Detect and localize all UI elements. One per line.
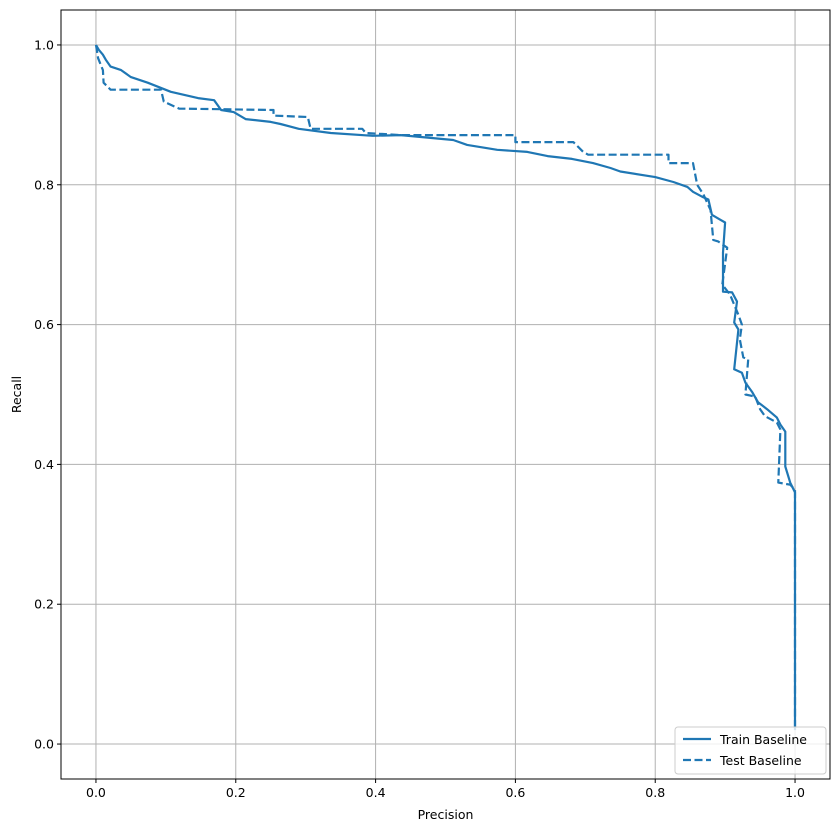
x-tick-label: 0.0 — [86, 785, 106, 800]
x-tick-label: 1.0 — [785, 785, 805, 800]
y-tick-label: 0.6 — [34, 317, 54, 332]
y-tick-label: 1.0 — [34, 37, 54, 52]
x-axis-label: Precision — [418, 807, 474, 822]
legend: Train Baseline Test Baseline — [674, 726, 827, 775]
ticks: 0.0 0.2 0.4 0.6 0.8 1.0 0.0 0.2 0.4 0.6 0.8 1.0 — [34, 37, 805, 800]
x-tick-label: 0.2 — [226, 785, 246, 800]
plot-frame — [60, 9, 831, 780]
series-group — [94, 44, 797, 731]
legend-box — [674, 726, 827, 775]
y-tick-label: 0.0 — [34, 737, 54, 752]
y-tick-label: 0.2 — [34, 597, 54, 612]
y-tick-label: 0.8 — [34, 177, 54, 192]
series-line-test — [94, 44, 797, 730]
legend-label-test: Test Baseline — [719, 753, 802, 768]
x-tick-label: 0.8 — [645, 785, 665, 800]
series-line-train — [95, 44, 797, 731]
y-tick-label: 0.4 — [34, 457, 54, 472]
legend-label-train: Train Baseline — [719, 732, 807, 747]
x-tick-label: 0.4 — [366, 785, 386, 800]
y-axis-label: Recall — [9, 376, 24, 413]
grid — [61, 10, 830, 779]
x-tick-label: 0.6 — [505, 785, 525, 800]
